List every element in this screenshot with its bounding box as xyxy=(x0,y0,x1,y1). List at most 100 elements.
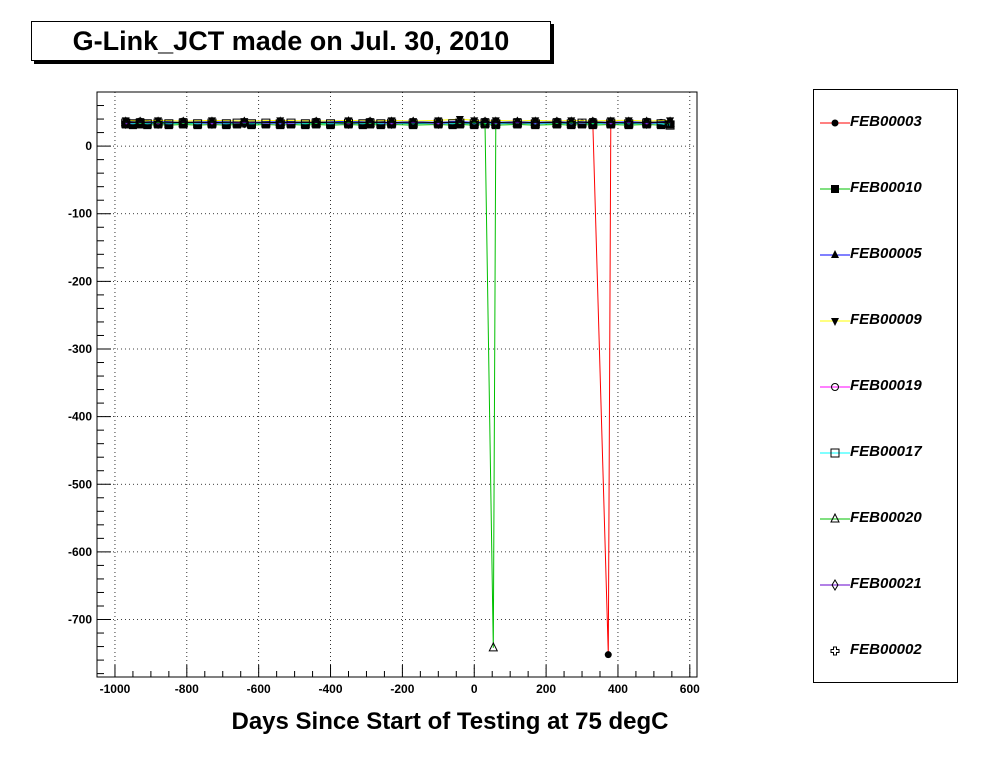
data-point xyxy=(122,117,130,130)
series-line xyxy=(125,121,671,648)
legend-marker xyxy=(830,646,840,656)
x-tick-label: -600 xyxy=(247,682,271,696)
y-tick-label: -200 xyxy=(68,274,92,288)
legend-entry: FEB00021 xyxy=(814,570,959,600)
data-point xyxy=(275,117,285,127)
legend-marker xyxy=(820,185,850,193)
data-point xyxy=(233,120,242,129)
legend-entry: FEB00005 xyxy=(814,240,959,270)
legend-symbol xyxy=(831,383,839,391)
data-point xyxy=(642,117,652,127)
x-tick-label: -1000 xyxy=(100,682,131,696)
data-point xyxy=(207,117,217,127)
data-point xyxy=(143,121,152,130)
legend-marker xyxy=(820,512,850,523)
data-point xyxy=(153,118,163,128)
data-point xyxy=(221,119,231,129)
data-point xyxy=(488,641,499,652)
data-point xyxy=(128,121,137,130)
data-point xyxy=(606,117,616,127)
series-FEB00003 xyxy=(122,118,674,659)
legend-entry: FEB00009 xyxy=(814,306,959,336)
data-point xyxy=(531,117,539,130)
data-point xyxy=(455,117,465,127)
legend-label: FEB00010 xyxy=(850,179,922,196)
series-FEB00002 xyxy=(121,117,675,128)
series-FEB00020 xyxy=(120,116,675,652)
data-point xyxy=(408,118,418,128)
legend-entry: FEB00010 xyxy=(814,174,959,204)
data-point xyxy=(480,117,490,127)
data-point xyxy=(512,118,522,128)
legend-symbol xyxy=(831,579,839,591)
legend-label: FEB00020 xyxy=(850,509,922,526)
data-point xyxy=(434,117,442,130)
data-point xyxy=(276,117,284,130)
data-point xyxy=(448,121,457,130)
legend-symbol xyxy=(830,448,840,458)
x-tick-label: -800 xyxy=(175,682,199,696)
data-point xyxy=(326,121,335,130)
legend-marker xyxy=(820,579,850,591)
x-tick-label: -200 xyxy=(390,682,414,696)
data-point xyxy=(624,118,634,128)
x-tick-label: 0 xyxy=(471,682,478,696)
legend-entry: FEB00002 xyxy=(814,636,959,666)
y-tick-label: 0 xyxy=(85,139,92,153)
y-tick-label: -700 xyxy=(68,613,92,627)
data-point xyxy=(656,119,666,129)
x-tick-label: 600 xyxy=(680,682,700,696)
data-point xyxy=(607,117,615,130)
data-point xyxy=(376,121,385,130)
legend-label: FEB00009 xyxy=(850,311,922,328)
data-point xyxy=(365,117,375,127)
legend-entry: FEB00017 xyxy=(814,438,959,468)
data-point xyxy=(358,121,367,130)
data-point xyxy=(287,120,296,129)
legend-entry: FEB00020 xyxy=(814,504,959,534)
data-point xyxy=(193,121,202,130)
x-tick-label: 400 xyxy=(608,682,628,696)
data-point xyxy=(311,117,321,127)
series-line xyxy=(125,121,671,655)
legend-symbol xyxy=(831,119,839,127)
data-point xyxy=(164,119,174,129)
data-point xyxy=(326,119,336,129)
legend-label: FEB00005 xyxy=(850,245,922,262)
data-point xyxy=(388,117,396,130)
data-point xyxy=(665,117,675,127)
legend-label: FEB00017 xyxy=(850,443,922,460)
legend-symbol xyxy=(830,646,840,656)
data-point xyxy=(135,117,145,127)
x-tick-label: 200 xyxy=(536,682,556,696)
data-point xyxy=(208,117,216,130)
x-tick-label: -400 xyxy=(319,682,343,696)
data-point xyxy=(261,120,270,129)
y-tick-label: -300 xyxy=(68,342,92,356)
plot-frame xyxy=(96,91,698,678)
x-axis-label: Days Since Start of Testing at 75 degC xyxy=(231,708,669,735)
data-point xyxy=(578,120,587,129)
data-point xyxy=(121,117,131,127)
chart-title-box: G-Link_JCT made on Jul. 30, 2010 xyxy=(31,21,551,61)
legend-marker xyxy=(820,250,850,258)
data-point xyxy=(178,117,188,127)
data-point xyxy=(239,118,249,128)
legend: FEB00003 FEB00010 FEB00005 FEB00009 FEB00019… xyxy=(813,89,958,683)
data-point xyxy=(530,117,540,127)
data-point xyxy=(588,117,598,127)
axes: -1000 -800 -600 -400 -200 0 200 400 600 0 -100 -200… xyxy=(68,91,700,696)
series-layer xyxy=(120,116,675,659)
data-point xyxy=(469,118,479,128)
grid-lines xyxy=(97,92,697,677)
data-point xyxy=(643,117,651,130)
legend-marker xyxy=(820,318,850,326)
data-point xyxy=(343,118,353,128)
data-point xyxy=(604,651,612,659)
y-tick-label: -500 xyxy=(68,477,92,491)
data-point xyxy=(657,121,666,130)
data-point xyxy=(164,121,173,130)
data-point xyxy=(247,121,256,130)
legend-marker xyxy=(820,383,850,391)
